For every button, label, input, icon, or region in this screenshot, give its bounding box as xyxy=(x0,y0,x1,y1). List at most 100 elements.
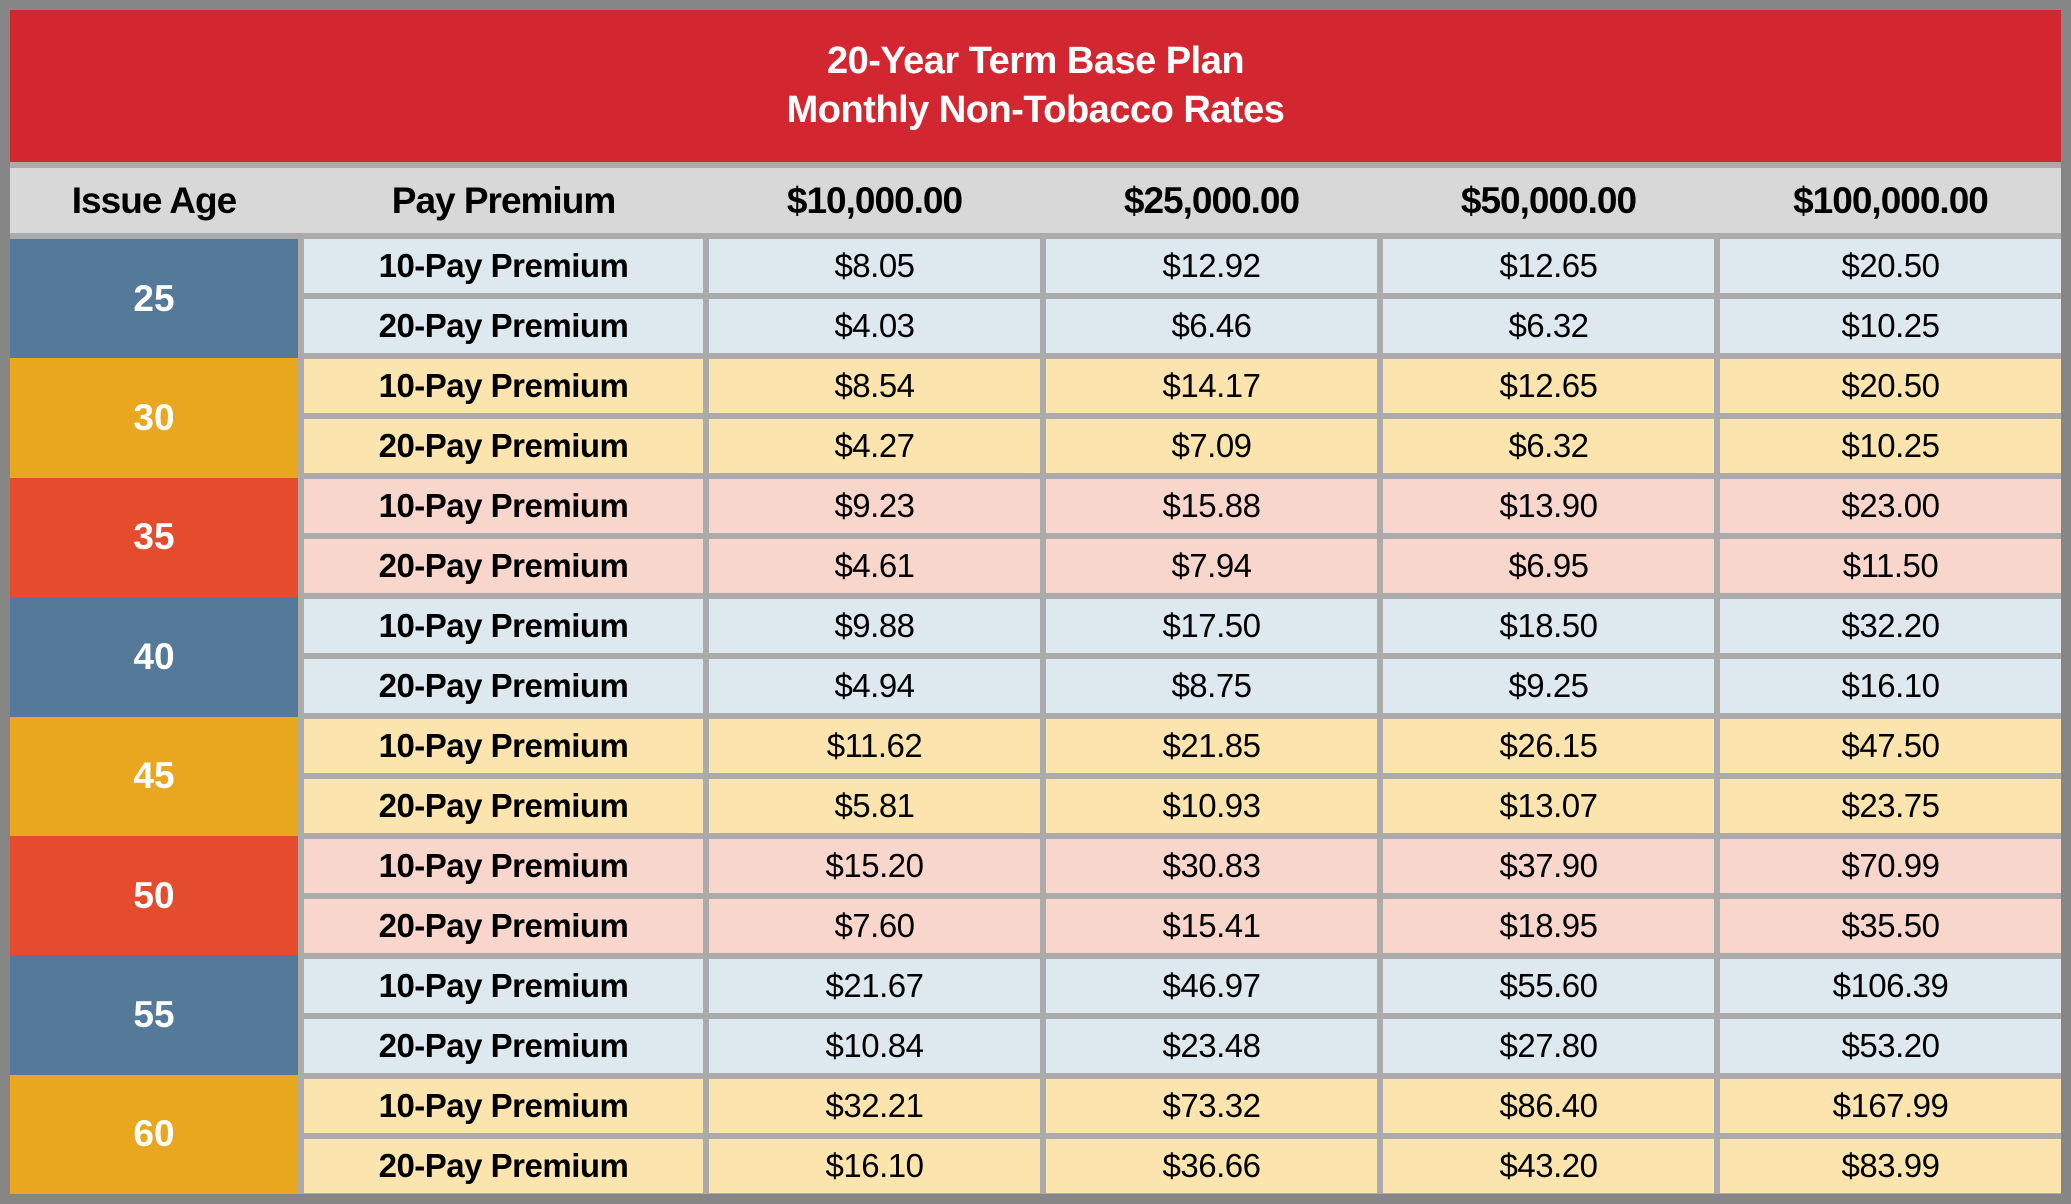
rate-cell: $11.62 xyxy=(709,719,1040,773)
table-body: 25 30 35 40 45 50 55 60 10-Pay Premium $8.05 $12.… xyxy=(10,239,2061,1194)
pay-premium-label: 20-Pay Premium xyxy=(304,1019,703,1073)
rate-cell: $70.99 xyxy=(1720,839,2061,893)
rate-cell: $21.85 xyxy=(1046,719,1377,773)
pay-premium-label: 20-Pay Premium xyxy=(304,539,703,593)
column-header-25000: $25,000.00 xyxy=(1123,179,1300,221)
rate-cell: $23.00 xyxy=(1720,479,2061,533)
pay-premium-label: 10-Pay Premium xyxy=(304,959,703,1013)
pay-premium-label: 20-Pay Premium xyxy=(304,779,703,833)
pay-premium-label: 10-Pay Premium xyxy=(304,719,703,773)
rate-cell: $10.25 xyxy=(1720,299,2061,353)
rate-cell: $12.65 xyxy=(1383,359,1714,413)
rate-cell: $21.67 xyxy=(709,959,1040,1013)
rate-cell: $7.09 xyxy=(1046,419,1377,473)
pay-premium-label: 20-Pay Premium xyxy=(304,899,703,953)
column-header-100000: $100,000.00 xyxy=(1793,179,1989,221)
age-cell-50: 50 xyxy=(10,835,298,956)
pay-premium-label: 10-Pay Premium xyxy=(304,599,703,653)
pay-premium-label: 10-Pay Premium xyxy=(304,1079,703,1133)
rate-cell: $13.07 xyxy=(1383,779,1714,833)
rate-cell: $6.46 xyxy=(1046,299,1377,353)
rate-cell: $27.80 xyxy=(1383,1019,1714,1073)
rate-cell: $32.20 xyxy=(1720,599,2061,653)
rate-cell: $9.25 xyxy=(1383,659,1714,713)
title-line-2: Monthly Non-Tobacco Rates xyxy=(786,89,1285,131)
table-title-banner: 20-Year Term Base Plan Monthly Non-Tobac… xyxy=(10,10,2061,162)
column-header-issue-age: Issue Age xyxy=(71,179,237,221)
age-label-30: 30 xyxy=(133,397,175,439)
rate-cell: $53.20 xyxy=(1720,1019,2061,1073)
column-header-10000: $10,000.00 xyxy=(786,179,963,221)
rate-cell: $47.50 xyxy=(1720,719,2061,773)
rate-cell: $4.94 xyxy=(709,659,1040,713)
rate-cell: $8.75 xyxy=(1046,659,1377,713)
pay-premium-label: 10-Pay Premium xyxy=(304,839,703,893)
rate-cell: $15.88 xyxy=(1046,479,1377,533)
rate-cell: $32.21 xyxy=(709,1079,1040,1133)
rate-cell: $55.60 xyxy=(1383,959,1714,1013)
rate-cell: $11.50 xyxy=(1720,539,2061,593)
rate-cell: $46.97 xyxy=(1046,959,1377,1013)
pay-premium-label: 20-Pay Premium xyxy=(304,659,703,713)
rate-cell: $12.65 xyxy=(1383,239,1714,293)
rate-cell: $36.66 xyxy=(1046,1139,1377,1193)
rate-cell: $86.40 xyxy=(1383,1079,1714,1133)
pay-premium-label: 10-Pay Premium xyxy=(304,359,703,413)
age-cell-60: 60 xyxy=(10,1074,298,1194)
rate-cell: $20.50 xyxy=(1720,239,2061,293)
rate-cell: $15.20 xyxy=(709,839,1040,893)
rate-cell: $23.48 xyxy=(1046,1019,1377,1073)
rate-cell: $26.15 xyxy=(1383,719,1714,773)
column-header-row: Issue Age Pay Premium $10,000.00 $25,000… xyxy=(10,168,2061,233)
title-line-1: 20-Year Term Base Plan xyxy=(826,39,1245,82)
rate-cell: $4.03 xyxy=(709,299,1040,353)
rate-cell: $17.50 xyxy=(1046,599,1377,653)
rate-cell: $5.81 xyxy=(709,779,1040,833)
data-grid: 10-Pay Premium $8.05 $12.92 $12.65 $20.50 20-… xyxy=(304,239,2061,1194)
rate-cell: $16.10 xyxy=(709,1139,1040,1193)
rate-cell: $18.50 xyxy=(1383,599,1714,653)
rate-cell: $35.50 xyxy=(1720,899,2061,953)
column-header-pay-premium: Pay Premium xyxy=(391,179,616,221)
rate-cell: $37.90 xyxy=(1383,839,1714,893)
column-header-50000: $50,000.00 xyxy=(1460,179,1637,221)
age-label-50: 50 xyxy=(133,874,175,916)
age-cell-45: 45 xyxy=(10,716,298,836)
age-label-40: 40 xyxy=(133,635,175,677)
rate-cell: $7.94 xyxy=(1046,539,1377,593)
rate-cell: $9.23 xyxy=(709,479,1040,533)
rate-cell: $6.32 xyxy=(1383,419,1714,473)
pay-premium-label: 10-Pay Premium xyxy=(304,479,703,533)
age-column: 25 30 35 40 45 50 55 60 xyxy=(10,239,298,1194)
pay-premium-label: 10-Pay Premium xyxy=(304,239,703,293)
age-label-35: 35 xyxy=(133,516,175,558)
rate-cell: $9.88 xyxy=(709,599,1040,653)
age-label-25: 25 xyxy=(133,277,175,319)
rate-cell: $10.25 xyxy=(1720,419,2061,473)
age-cell-25: 25 xyxy=(10,239,298,359)
pay-premium-label: 20-Pay Premium xyxy=(304,419,703,473)
rate-cell: $16.10 xyxy=(1720,659,2061,713)
age-cell-35: 35 xyxy=(10,477,298,598)
rate-cell: $12.92 xyxy=(1046,239,1377,293)
rate-cell: $23.75 xyxy=(1720,779,2061,833)
rate-cell: $43.20 xyxy=(1383,1139,1714,1193)
pay-premium-label: 20-Pay Premium xyxy=(304,1139,703,1193)
rate-cell: $4.61 xyxy=(709,539,1040,593)
rate-cell: $167.99 xyxy=(1720,1079,2061,1133)
age-label-55: 55 xyxy=(133,993,175,1035)
rate-cell: $8.05 xyxy=(709,239,1040,293)
rate-cell: $30.83 xyxy=(1046,839,1377,893)
rate-cell: $15.41 xyxy=(1046,899,1377,953)
rate-cell: $13.90 xyxy=(1383,479,1714,533)
rate-cell: $10.84 xyxy=(709,1019,1040,1073)
rate-cell: $83.99 xyxy=(1720,1139,2061,1193)
rate-cell: $73.32 xyxy=(1046,1079,1377,1133)
age-cell-55: 55 xyxy=(10,955,298,1075)
rate-cell: $10.93 xyxy=(1046,779,1377,833)
rate-cell: $8.54 xyxy=(709,359,1040,413)
age-cell-40: 40 xyxy=(10,597,298,717)
rate-cell: $20.50 xyxy=(1720,359,2061,413)
pay-premium-label: 20-Pay Premium xyxy=(304,299,703,353)
